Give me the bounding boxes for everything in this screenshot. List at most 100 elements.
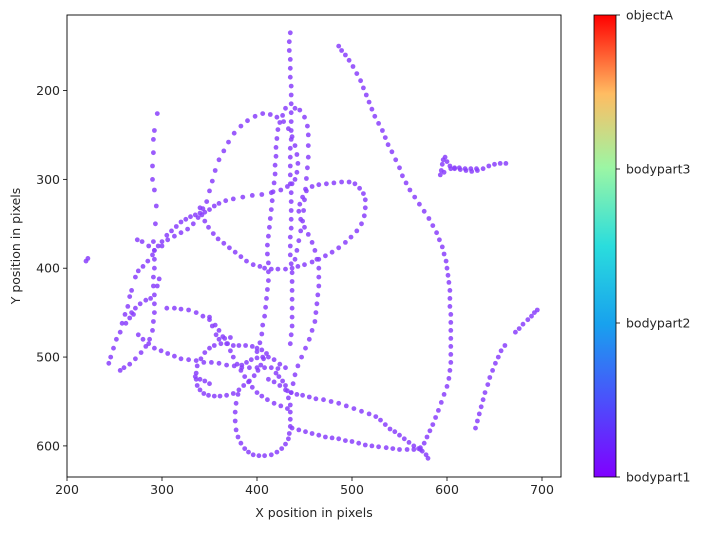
data-point bbox=[424, 434, 430, 440]
data-point bbox=[343, 52, 348, 58]
data-point bbox=[216, 360, 222, 366]
data-point bbox=[159, 243, 165, 249]
data-point bbox=[286, 431, 292, 436]
data-point bbox=[288, 83, 294, 89]
data-point bbox=[309, 240, 315, 245]
data-point bbox=[218, 341, 224, 347]
data-point bbox=[238, 254, 244, 260]
data-point bbox=[287, 163, 293, 169]
data-point bbox=[259, 347, 265, 353]
data-point bbox=[227, 245, 232, 251]
data-point bbox=[287, 416, 293, 422]
colorbar-tick-label: bodypart2 bbox=[626, 316, 691, 331]
data-point bbox=[152, 256, 157, 262]
data-point bbox=[273, 145, 279, 150]
data-point bbox=[444, 265, 450, 271]
data-point bbox=[363, 92, 369, 98]
data-point bbox=[207, 188, 212, 194]
data-point bbox=[228, 335, 233, 340]
data-point bbox=[221, 240, 227, 246]
data-point bbox=[288, 190, 294, 196]
x-tick-label: 300 bbox=[150, 482, 174, 497]
data-point bbox=[262, 265, 267, 271]
data-point bbox=[266, 376, 271, 382]
data-point bbox=[153, 203, 159, 209]
data-point bbox=[356, 440, 362, 446]
data-point bbox=[513, 329, 518, 335]
data-point bbox=[314, 301, 320, 307]
data-point bbox=[495, 354, 501, 360]
data-point bbox=[276, 374, 282, 379]
data-point bbox=[197, 387, 203, 393]
data-point bbox=[305, 143, 311, 149]
data-point bbox=[249, 344, 255, 349]
data-point bbox=[329, 249, 335, 255]
data-point bbox=[275, 366, 281, 371]
data-point bbox=[447, 304, 453, 309]
data-point bbox=[296, 238, 302, 244]
data-point bbox=[262, 313, 267, 319]
data-point bbox=[274, 136, 280, 141]
data-point bbox=[249, 384, 255, 390]
data-point bbox=[271, 357, 277, 363]
data-point bbox=[164, 232, 170, 238]
data-point bbox=[438, 400, 444, 405]
data-point bbox=[178, 230, 184, 236]
data-point bbox=[183, 216, 189, 222]
data-point bbox=[433, 415, 438, 420]
data-point bbox=[427, 428, 433, 434]
data-point bbox=[145, 258, 151, 264]
data-point bbox=[492, 161, 497, 167]
data-point bbox=[439, 244, 445, 250]
data-point bbox=[445, 272, 451, 278]
data-point bbox=[304, 176, 309, 181]
data-point bbox=[287, 172, 293, 178]
data-point bbox=[287, 234, 293, 240]
data-point bbox=[434, 230, 439, 236]
data-point bbox=[232, 409, 238, 415]
data-point bbox=[263, 304, 268, 310]
data-point bbox=[404, 447, 410, 452]
data-point bbox=[468, 166, 474, 172]
data-point bbox=[150, 328, 155, 333]
data-point bbox=[212, 168, 218, 173]
data-point bbox=[201, 360, 207, 365]
data-point bbox=[412, 194, 418, 200]
data-point bbox=[257, 340, 263, 346]
data-point bbox=[117, 329, 123, 335]
data-point bbox=[254, 345, 260, 351]
data-point bbox=[148, 296, 154, 301]
data-point bbox=[418, 445, 423, 451]
colorbar-ticks: bodypart1 bodypart2 bodypart3 objectA bbox=[616, 8, 691, 485]
x-tick-label: 700 bbox=[530, 482, 554, 497]
data-point bbox=[274, 449, 280, 455]
data-point bbox=[165, 351, 171, 356]
data-point bbox=[225, 341, 231, 347]
data-point bbox=[474, 166, 479, 172]
data-point bbox=[260, 322, 266, 328]
data-point bbox=[339, 48, 344, 53]
data-point bbox=[242, 446, 248, 451]
data-point bbox=[259, 331, 265, 337]
data-point bbox=[397, 447, 402, 452]
data-point bbox=[480, 397, 486, 403]
data-point bbox=[336, 400, 342, 406]
data-point bbox=[197, 376, 203, 382]
data-point bbox=[236, 387, 242, 393]
data-point bbox=[502, 343, 508, 348]
data-point bbox=[106, 360, 112, 366]
data-point bbox=[305, 165, 310, 171]
data-point bbox=[223, 198, 229, 204]
data-point bbox=[295, 264, 301, 269]
data-point bbox=[209, 178, 215, 184]
data-point bbox=[452, 165, 457, 171]
data-point bbox=[290, 381, 296, 387]
x-tick-label: 500 bbox=[340, 482, 364, 497]
data-point bbox=[209, 360, 214, 365]
data-point bbox=[156, 276, 162, 282]
data-point bbox=[224, 362, 230, 368]
data-point bbox=[287, 145, 293, 151]
data-point bbox=[348, 234, 354, 240]
data-point bbox=[289, 425, 295, 431]
